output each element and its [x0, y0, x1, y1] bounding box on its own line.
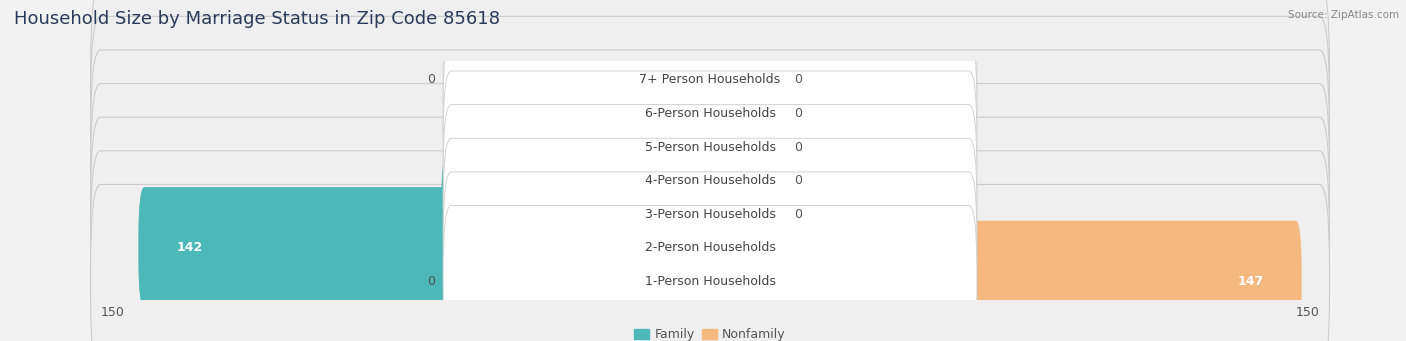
FancyBboxPatch shape [443, 4, 977, 156]
Text: 5-Person Households: 5-Person Households [644, 140, 776, 153]
FancyBboxPatch shape [90, 50, 1330, 244]
FancyBboxPatch shape [441, 153, 716, 275]
Text: Source: ZipAtlas.com: Source: ZipAtlas.com [1288, 10, 1399, 20]
FancyBboxPatch shape [524, 86, 716, 208]
Text: 3-Person Households: 3-Person Households [644, 208, 776, 221]
FancyBboxPatch shape [443, 38, 977, 190]
FancyBboxPatch shape [90, 117, 1330, 312]
FancyBboxPatch shape [90, 151, 1330, 341]
Text: 147: 147 [1237, 275, 1264, 288]
Text: 4-Person Households: 4-Person Households [644, 174, 776, 187]
FancyBboxPatch shape [704, 221, 1302, 341]
FancyBboxPatch shape [90, 184, 1330, 341]
Text: 0: 0 [794, 140, 801, 153]
Text: 6-Person Households: 6-Person Households [644, 107, 776, 120]
FancyBboxPatch shape [90, 16, 1330, 211]
FancyBboxPatch shape [443, 71, 977, 223]
FancyBboxPatch shape [576, 53, 716, 174]
FancyBboxPatch shape [704, 19, 787, 141]
Text: 66: 66 [479, 208, 496, 221]
Text: 32: 32 [614, 107, 631, 120]
FancyBboxPatch shape [138, 187, 716, 309]
Text: 142: 142 [176, 241, 202, 254]
FancyBboxPatch shape [704, 120, 787, 241]
Text: 0: 0 [794, 73, 801, 86]
FancyBboxPatch shape [443, 172, 977, 324]
Text: 0: 0 [427, 275, 436, 288]
FancyBboxPatch shape [443, 138, 977, 291]
Text: Household Size by Marriage Status in Zip Code 85618: Household Size by Marriage Status in Zip… [14, 10, 501, 28]
Text: 1-Person Households: 1-Person Households [644, 275, 776, 288]
FancyBboxPatch shape [443, 105, 977, 257]
Text: 45: 45 [562, 140, 581, 153]
FancyBboxPatch shape [443, 206, 977, 341]
FancyBboxPatch shape [496, 120, 716, 241]
FancyBboxPatch shape [704, 53, 787, 174]
Text: 2-Person Households: 2-Person Households [644, 241, 776, 254]
FancyBboxPatch shape [704, 86, 787, 208]
Text: 0: 0 [794, 208, 801, 221]
Text: 0: 0 [427, 73, 436, 86]
FancyBboxPatch shape [90, 0, 1330, 177]
Text: 52: 52 [534, 174, 553, 187]
FancyBboxPatch shape [704, 187, 872, 309]
FancyBboxPatch shape [704, 153, 787, 275]
Text: 0: 0 [794, 107, 801, 120]
Legend: Family, Nonfamily: Family, Nonfamily [630, 323, 790, 341]
FancyBboxPatch shape [90, 84, 1330, 278]
Text: 7+ Person Households: 7+ Person Households [640, 73, 780, 86]
Text: 0: 0 [794, 174, 801, 187]
Text: 39: 39 [817, 241, 834, 254]
